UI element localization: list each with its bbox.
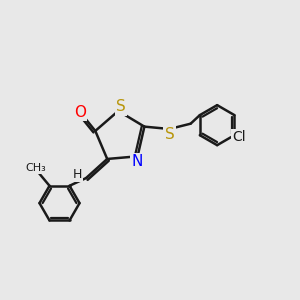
Text: S: S: [116, 99, 125, 114]
Text: Cl: Cl: [232, 130, 245, 144]
Text: O: O: [74, 105, 86, 120]
Text: CH₃: CH₃: [26, 163, 46, 173]
Text: H: H: [73, 168, 83, 181]
Text: S: S: [165, 128, 174, 142]
Text: N: N: [131, 154, 143, 169]
